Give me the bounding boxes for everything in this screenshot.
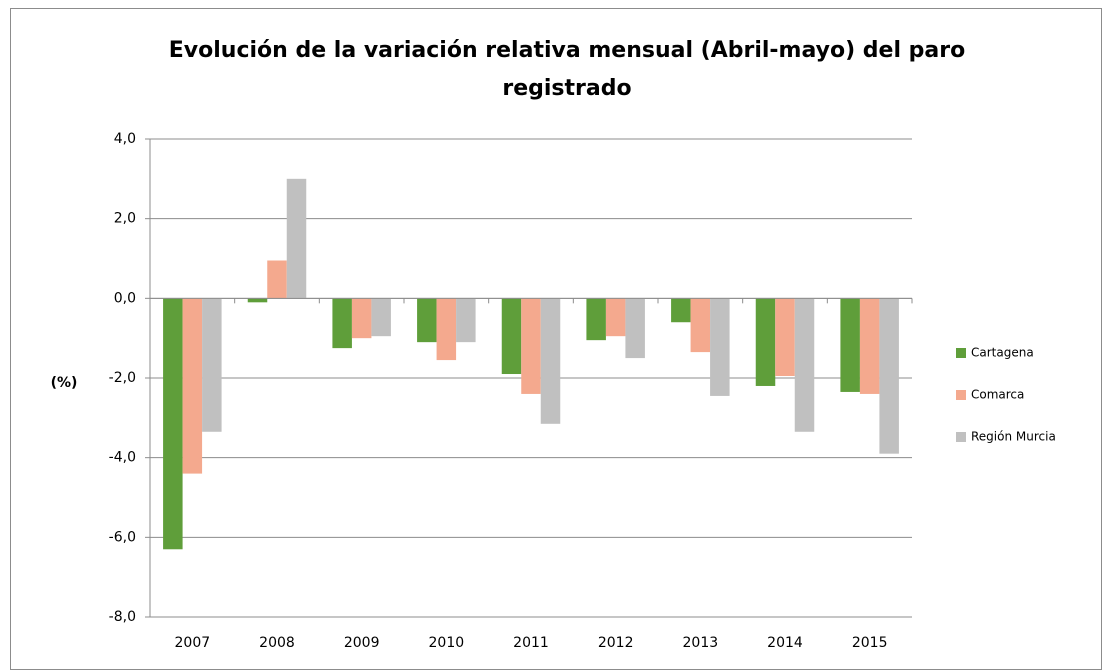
y-tick-label: -4,0 (109, 450, 136, 466)
x-tick-label: 2011 (513, 635, 549, 651)
legend-swatch (956, 432, 966, 442)
bar (755, 298, 776, 386)
bar (332, 298, 352, 349)
y-tick-label: 2,0 (114, 211, 136, 227)
legend-swatch (956, 348, 966, 358)
x-tick-label: 2008 (259, 635, 295, 651)
legend-swatch (956, 390, 966, 400)
bar (351, 298, 372, 339)
bar (267, 260, 287, 299)
bar (879, 298, 899, 454)
x-tick-label: 2007 (175, 635, 211, 651)
legend-label: Comarca (971, 388, 1024, 402)
x-tick-label: 2015 (852, 635, 888, 651)
bar (710, 298, 730, 396)
y-tick-label: 0,0 (114, 290, 136, 306)
x-tick-label: 2013 (683, 635, 719, 651)
x-tick-label: 2012 (598, 635, 634, 651)
legend-label: Región Murcia (971, 430, 1056, 444)
y-tick-label: -2,0 (109, 370, 136, 386)
bar (586, 298, 606, 341)
bar (501, 298, 522, 375)
bar (671, 298, 691, 323)
bar (417, 298, 437, 343)
bar (690, 298, 711, 353)
bar (605, 298, 626, 337)
legend-label: Cartagena (971, 346, 1034, 360)
y-axis-label: (%) (51, 375, 78, 391)
bar (625, 298, 645, 359)
chart-title: Evolución de la variación relativa mensu… (168, 38, 966, 101)
y-tick-label: 4,0 (114, 131, 136, 147)
bar (859, 298, 880, 394)
bar (840, 298, 860, 392)
bar (775, 298, 795, 377)
bar (794, 298, 815, 432)
bar (456, 298, 476, 343)
bar (521, 298, 541, 394)
x-tick-label: 2014 (767, 635, 803, 651)
bar (247, 298, 268, 303)
y-tick-label: -8,0 (109, 609, 136, 625)
y-tick-label: -6,0 (109, 529, 136, 545)
bar (371, 298, 391, 337)
bar (163, 298, 183, 550)
bar (436, 298, 457, 361)
x-tick-label: 2009 (344, 635, 380, 651)
bar (540, 298, 561, 424)
bar (286, 178, 307, 299)
chart-frame (10, 8, 1102, 670)
x-tick-label: 2010 (429, 635, 465, 651)
bar (202, 298, 222, 432)
bar (182, 298, 203, 474)
